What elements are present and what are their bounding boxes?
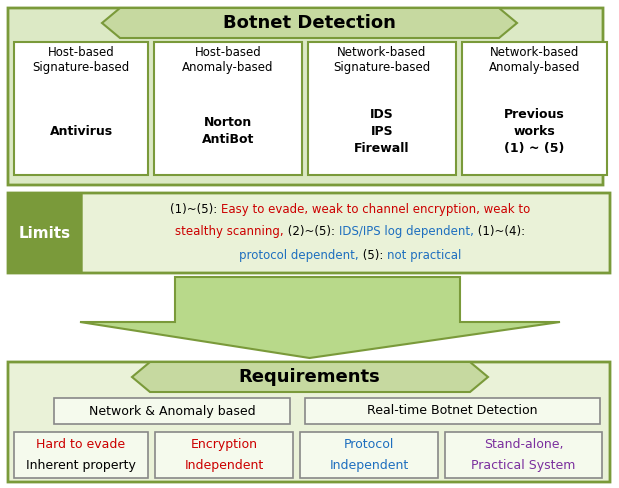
Polygon shape	[102, 8, 517, 38]
FancyBboxPatch shape	[155, 432, 293, 478]
Text: Easy to evade, weak to channel encryption, weak to: Easy to evade, weak to channel encryptio…	[221, 203, 530, 216]
Text: Hard to evade: Hard to evade	[37, 438, 126, 451]
FancyBboxPatch shape	[154, 42, 302, 175]
FancyBboxPatch shape	[300, 432, 438, 478]
Text: Host-based
Signature-based: Host-based Signature-based	[32, 45, 129, 75]
Text: IDS
IPS
Firewall: IDS IPS Firewall	[354, 108, 410, 155]
FancyBboxPatch shape	[54, 398, 290, 424]
Text: (2)~(5):: (2)~(5):	[284, 225, 339, 239]
FancyBboxPatch shape	[8, 193, 610, 273]
Text: Protocol: Protocol	[344, 438, 394, 451]
Text: (1)~(5):: (1)~(5):	[170, 203, 221, 216]
Text: Previous
works
(1) ~ (5): Previous works (1) ~ (5)	[504, 108, 565, 155]
Polygon shape	[80, 277, 560, 358]
FancyBboxPatch shape	[305, 398, 600, 424]
Text: Network-based
Anomaly-based: Network-based Anomaly-based	[489, 45, 580, 75]
Text: Practical System: Practical System	[471, 459, 576, 471]
Text: Network-based
Signature-based: Network-based Signature-based	[334, 45, 431, 75]
FancyBboxPatch shape	[14, 432, 148, 478]
Text: Limits: Limits	[19, 225, 71, 241]
Text: stealthy scanning,: stealthy scanning,	[175, 225, 284, 239]
Text: Network & Anomaly based: Network & Anomaly based	[89, 405, 255, 418]
Text: Requirements: Requirements	[238, 368, 380, 386]
FancyBboxPatch shape	[462, 42, 607, 175]
FancyBboxPatch shape	[14, 42, 148, 175]
Text: (5):: (5):	[358, 248, 387, 262]
Polygon shape	[132, 362, 488, 392]
Text: protocol dependent,: protocol dependent,	[239, 248, 358, 262]
FancyBboxPatch shape	[8, 8, 603, 185]
Text: Encryption: Encryption	[191, 438, 258, 451]
Text: Independent: Independent	[184, 459, 264, 471]
Text: Inherent property: Inherent property	[26, 459, 136, 471]
FancyBboxPatch shape	[8, 362, 610, 482]
Text: not practical: not practical	[387, 248, 461, 262]
Text: Botnet Detection: Botnet Detection	[223, 14, 396, 32]
Text: IDS/IPS log dependent,: IDS/IPS log dependent,	[339, 225, 474, 239]
Text: Antivirus: Antivirus	[50, 124, 113, 138]
Text: Norton
AntiBot: Norton AntiBot	[202, 116, 254, 146]
Text: Independent: Independent	[329, 459, 409, 471]
Text: (1)~(4):: (1)~(4):	[474, 225, 525, 239]
Text: Real-time Botnet Detection: Real-time Botnet Detection	[367, 405, 538, 418]
FancyBboxPatch shape	[445, 432, 602, 478]
FancyBboxPatch shape	[308, 42, 456, 175]
FancyBboxPatch shape	[8, 193, 82, 273]
Text: Stand-alone,: Stand-alone,	[484, 438, 563, 451]
Text: Host-based
Anomaly-based: Host-based Anomaly-based	[182, 45, 274, 75]
